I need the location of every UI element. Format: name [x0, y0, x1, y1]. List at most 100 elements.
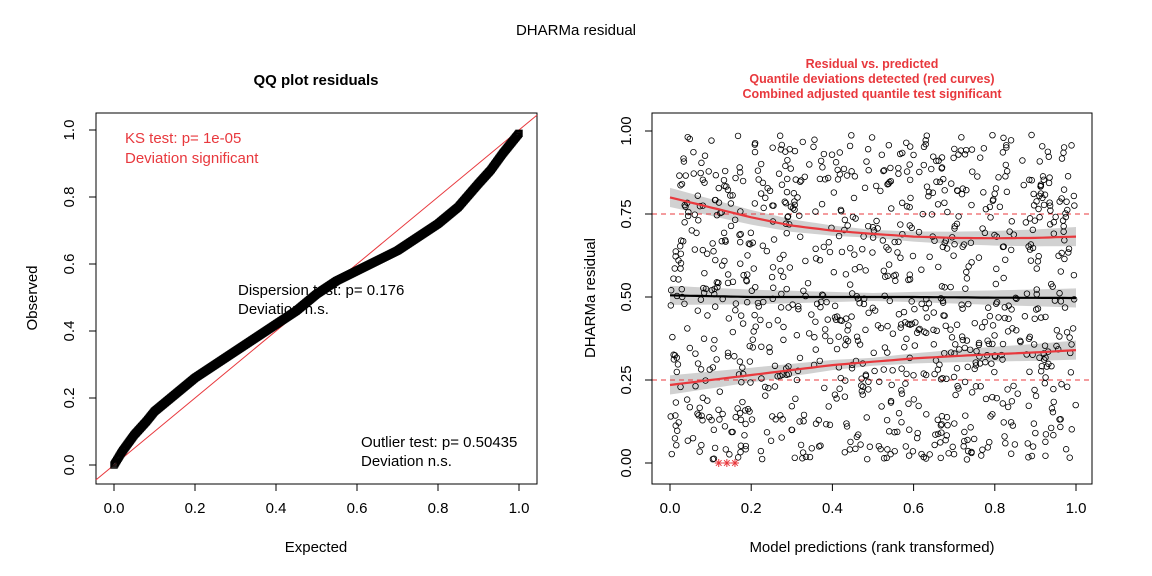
residual-point	[769, 264, 777, 271]
qq-y-label: Observed	[24, 265, 41, 330]
residual-point	[907, 194, 914, 202]
residual-point	[1009, 422, 1017, 429]
residual-point	[731, 353, 738, 360]
residual-point	[889, 367, 896, 374]
residual-point	[1033, 265, 1040, 272]
residual-point	[723, 183, 730, 190]
residual-point	[716, 416, 723, 423]
residual-point	[1059, 217, 1067, 224]
residual-point	[835, 333, 842, 340]
residual-point	[769, 144, 776, 151]
residual-point	[934, 201, 942, 208]
residual-point	[925, 192, 932, 200]
residual-point	[817, 157, 825, 165]
residual-point	[950, 373, 958, 381]
residual-panel: Residual vs. predicted Quantile deviatio…	[582, 57, 1093, 556]
residual-point	[709, 240, 716, 247]
residual-point	[897, 221, 904, 228]
residual-point	[762, 392, 769, 399]
residual-point	[713, 356, 720, 363]
residual-point	[846, 281, 854, 288]
residual-point	[888, 205, 895, 212]
residual-point	[1027, 241, 1035, 248]
residual-point	[848, 168, 855, 175]
residual-point	[874, 322, 882, 329]
residual-point	[901, 319, 909, 326]
residual-point	[757, 160, 765, 168]
residual-point	[1070, 271, 1078, 279]
residual-point	[769, 413, 776, 420]
residual-point	[960, 443, 967, 450]
residual-point	[885, 261, 893, 268]
residual-point	[820, 243, 828, 251]
residual-point	[782, 148, 789, 155]
residual-point	[913, 434, 921, 442]
residual-point	[964, 447, 972, 455]
residual-point	[836, 385, 843, 392]
residual-point	[824, 174, 832, 182]
residual-point	[694, 192, 701, 199]
residual-point	[878, 151, 886, 158]
residual-point	[721, 423, 729, 430]
residual-point	[1029, 226, 1037, 234]
residual-point	[951, 145, 958, 153]
residual-point	[968, 201, 975, 209]
residual-point	[783, 229, 790, 237]
residual-point	[1037, 190, 1045, 197]
residual-point	[895, 410, 903, 417]
residual-point	[865, 378, 872, 385]
residual-point	[678, 180, 686, 188]
residual-point	[922, 137, 929, 144]
residual-point	[864, 222, 872, 230]
residual-point	[1041, 342, 1049, 349]
residual-point	[899, 230, 906, 238]
residual-point	[719, 410, 726, 418]
residual-point	[906, 176, 914, 184]
residual-point	[852, 445, 859, 453]
residual-point	[750, 265, 757, 272]
residual-point	[800, 411, 808, 419]
residual-point	[982, 395, 990, 403]
residual-point	[831, 391, 839, 398]
residual-point	[923, 314, 931, 321]
residual-point	[792, 395, 799, 403]
residual-point	[698, 159, 705, 167]
residual-point	[739, 320, 747, 327]
residual-point	[874, 225, 881, 232]
residual-point	[673, 368, 680, 376]
residual-point	[937, 375, 945, 383]
residual-point	[741, 432, 748, 439]
residual-point	[1003, 144, 1010, 151]
residual-point	[686, 135, 694, 143]
residual-point	[804, 279, 812, 287]
residual-point	[958, 134, 965, 141]
residual-point	[1017, 338, 1024, 346]
residual-point	[739, 398, 746, 406]
residual-point	[975, 254, 983, 261]
residual-point	[1057, 423, 1064, 431]
residual-point	[959, 185, 967, 192]
residual-point	[930, 153, 937, 160]
residual-point	[737, 260, 744, 267]
residual-point	[667, 287, 675, 294]
residual-point	[718, 238, 725, 245]
residual-point	[699, 176, 707, 184]
residual-point	[846, 446, 854, 453]
residual-point	[790, 190, 798, 197]
quantile-curve-0-75	[669, 196, 1077, 240]
residual-point	[976, 154, 984, 161]
residual-point	[1004, 403, 1012, 411]
residual-point	[843, 423, 851, 430]
residual-point	[1068, 341, 1075, 348]
quantile-confidence-bands	[670, 187, 1076, 395]
residual-point	[862, 371, 870, 378]
residual-point	[963, 337, 971, 344]
residual-point	[802, 453, 810, 461]
residual-point	[888, 381, 895, 389]
residual-point	[769, 284, 777, 291]
residual-point	[720, 229, 728, 237]
dispersion-test-text: Dispersion test: p= 0.176	[238, 282, 404, 299]
residual-point	[781, 198, 788, 205]
residual-point	[901, 344, 908, 351]
residual-point	[999, 400, 1007, 407]
